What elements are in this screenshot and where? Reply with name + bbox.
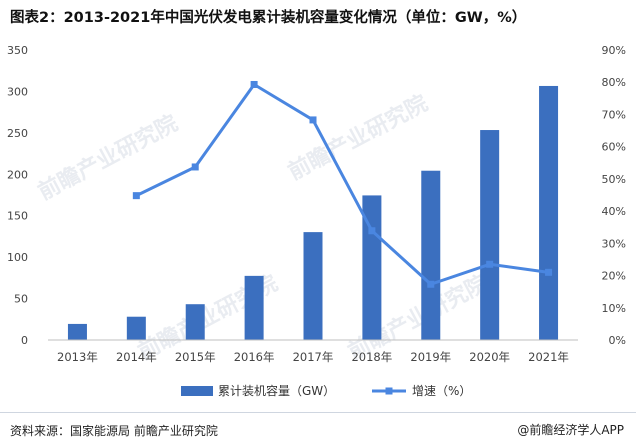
bar [126, 316, 146, 340]
legend: 累计装机容量（GW） 增速（%） [181, 383, 471, 398]
y-left-tick-label: 200 [7, 168, 28, 181]
combo-chart: 2013年 2014年 2015年 2016年 2017年 2018年 2019年 2020年… [7, 44, 626, 398]
line-point [427, 280, 435, 288]
chart-title: 图表2：2013-2021年中国光伏发电累计装机容量变化情况（单位：GW，%） [10, 10, 527, 26]
line-series [132, 80, 553, 288]
y-right-tick-label: 50% [602, 173, 626, 186]
footer: 资料来源：国家能源局 前瞻产业研究院 @前瞻经济学人APP [0, 412, 636, 447]
y-left-tick-label: 150 [7, 210, 28, 223]
x-tick-label: 2020年 [469, 350, 510, 364]
line-point [309, 116, 317, 124]
y-left-tick-label: 100 [7, 251, 28, 264]
y-right-tick-label: 20% [602, 270, 626, 283]
bar [421, 170, 441, 340]
x-tick-label: 2014年 [116, 350, 157, 364]
y-left-tick-label: 300 [7, 85, 28, 98]
x-axis-labels: 2013年 2014年 2015年 2016年 2017年 2018年 2019年 2020年… [48, 339, 578, 364]
line-point [132, 192, 140, 200]
x-tick-label: 2017年 [293, 350, 334, 364]
y-right-tick-label: 60% [602, 141, 626, 154]
y-right-tick-label: 90% [602, 44, 626, 57]
y-right-tick-label: 10% [602, 302, 626, 315]
line-point [250, 80, 258, 88]
y-right-tick-label: 40% [602, 205, 626, 218]
line-point [486, 260, 494, 268]
y-axis-right: 0% 10% 20% 30% 40% 50% 60% 70% 80% 90% [602, 44, 626, 347]
line-point [545, 268, 553, 276]
line-point [191, 163, 199, 171]
bar [185, 304, 205, 340]
y-left-tick-label: 350 [7, 44, 28, 57]
x-tick-label: 2013年 [57, 350, 98, 364]
brand-text: @前瞻经济学人APP [517, 423, 624, 437]
bar [480, 130, 500, 340]
y-left-tick-label: 0 [21, 334, 28, 347]
y-right-tick-label: 70% [602, 108, 626, 121]
brand-credit: @前瞻经济学人APP [517, 421, 624, 438]
legend-line-label: 增速（%） [412, 384, 471, 398]
y-left-tick-label: 250 [7, 127, 28, 140]
source-note: 资料来源：国家能源局 前瞻产业研究院 [10, 424, 218, 438]
y-right-tick-label: 0% [609, 334, 626, 347]
x-tick-label: 2019年 [410, 350, 451, 364]
x-tick-label: 2016年 [234, 350, 275, 364]
bar [67, 323, 87, 340]
bar [244, 275, 264, 340]
y-right-tick-label: 30% [602, 237, 626, 250]
y-right-tick-label: 80% [602, 76, 626, 89]
y-axis-left: 0 50 100 150 200 250 300 350 [7, 44, 28, 347]
x-tick-label: 2018年 [351, 350, 392, 364]
x-tick-label: 2015年 [175, 350, 216, 364]
legend-bar-label: 累计装机容量（GW） [218, 383, 335, 398]
bar [539, 85, 559, 341]
bar [303, 232, 323, 340]
legend-line-marker [385, 387, 393, 395]
y-left-tick-label: 50 [14, 293, 28, 306]
x-tick-label: 2021年 [528, 350, 569, 364]
legend-bar-swatch [181, 386, 213, 396]
bar-series [67, 85, 559, 341]
growth-line [135, 82, 549, 286]
bar [362, 195, 382, 340]
line-point [368, 227, 376, 235]
